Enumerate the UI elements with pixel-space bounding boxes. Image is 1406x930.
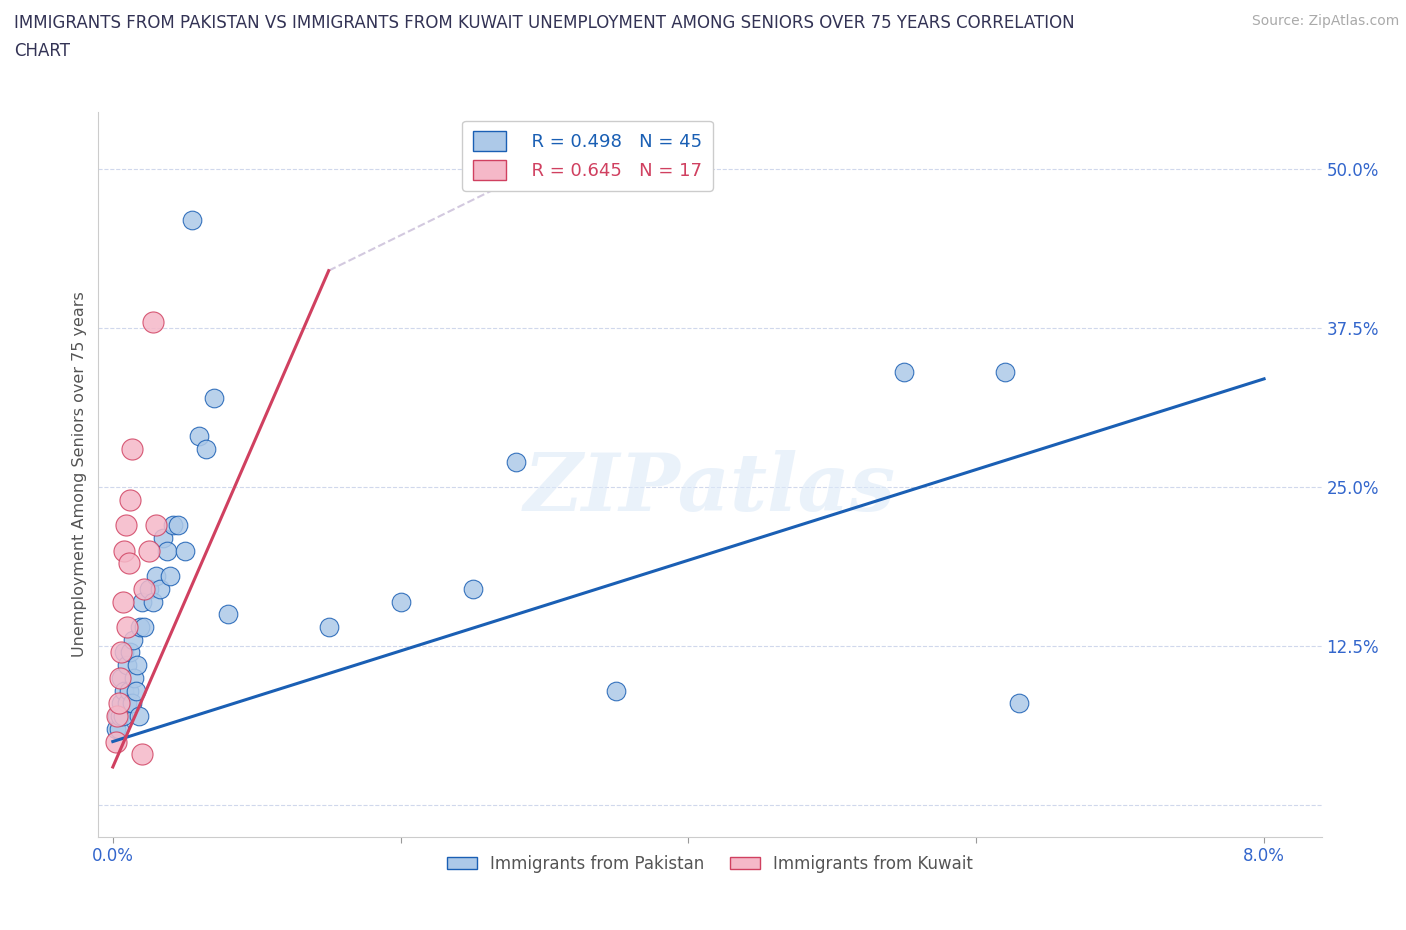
Point	[114, 518, 136, 533]
Point	[138, 543, 160, 558]
Point	[110, 696, 132, 711]
Point	[159, 568, 181, 583]
Point	[112, 645, 135, 660]
Point	[217, 607, 239, 622]
Point	[107, 722, 129, 737]
Point	[111, 709, 134, 724]
Point	[121, 696, 143, 711]
Point	[122, 632, 145, 647]
Point	[107, 696, 129, 711]
Point	[202, 391, 225, 405]
Point	[195, 442, 218, 457]
Legend: Immigrants from Pakistan, Immigrants from Kuwait: Immigrants from Pakistan, Immigrants fro…	[440, 848, 980, 880]
Point	[121, 442, 143, 457]
Point	[605, 684, 627, 698]
Point	[115, 619, 138, 634]
Point	[110, 645, 132, 660]
Point	[145, 518, 167, 533]
Point	[138, 581, 160, 596]
Point	[505, 454, 527, 469]
Point	[128, 709, 150, 724]
Point	[134, 581, 156, 596]
Text: ZIPatlas: ZIPatlas	[524, 450, 896, 527]
Point	[117, 556, 139, 571]
Point	[124, 671, 146, 685]
Point	[110, 671, 132, 685]
Y-axis label: Unemployment Among Seniors over 75 years: Unemployment Among Seniors over 75 years	[72, 291, 87, 658]
Point	[112, 684, 135, 698]
Point	[112, 543, 135, 558]
Point	[115, 696, 138, 711]
Point	[142, 314, 165, 329]
Point	[173, 543, 195, 558]
Point	[115, 658, 138, 672]
Point	[152, 530, 174, 545]
Point	[120, 492, 142, 507]
Point	[105, 709, 128, 724]
Point	[162, 518, 184, 533]
Point	[108, 709, 131, 724]
Point	[188, 429, 211, 444]
Point	[318, 619, 340, 634]
Point	[105, 709, 128, 724]
Point	[994, 365, 1017, 380]
Point	[893, 365, 915, 380]
Point	[117, 684, 139, 698]
Text: Source: ZipAtlas.com: Source: ZipAtlas.com	[1251, 14, 1399, 28]
Text: IMMIGRANTS FROM PAKISTAN VS IMMIGRANTS FROM KUWAIT UNEMPLOYMENT AMONG SENIORS OV: IMMIGRANTS FROM PAKISTAN VS IMMIGRANTS F…	[14, 14, 1074, 32]
Point	[166, 518, 188, 533]
Point	[145, 568, 167, 583]
Point	[461, 581, 484, 596]
Point	[149, 581, 172, 596]
Point	[181, 212, 204, 227]
Point	[104, 722, 127, 737]
Point	[120, 645, 142, 660]
Point	[104, 734, 127, 749]
Point	[134, 619, 156, 634]
Point	[108, 671, 131, 685]
Point	[111, 594, 134, 609]
Point	[142, 594, 165, 609]
Point	[131, 747, 153, 762]
Point	[156, 543, 179, 558]
Text: CHART: CHART	[14, 42, 70, 60]
Point	[125, 684, 148, 698]
Point	[389, 594, 412, 609]
Point	[1008, 696, 1031, 711]
Point	[129, 619, 152, 634]
Point	[131, 594, 153, 609]
Point	[127, 658, 149, 672]
